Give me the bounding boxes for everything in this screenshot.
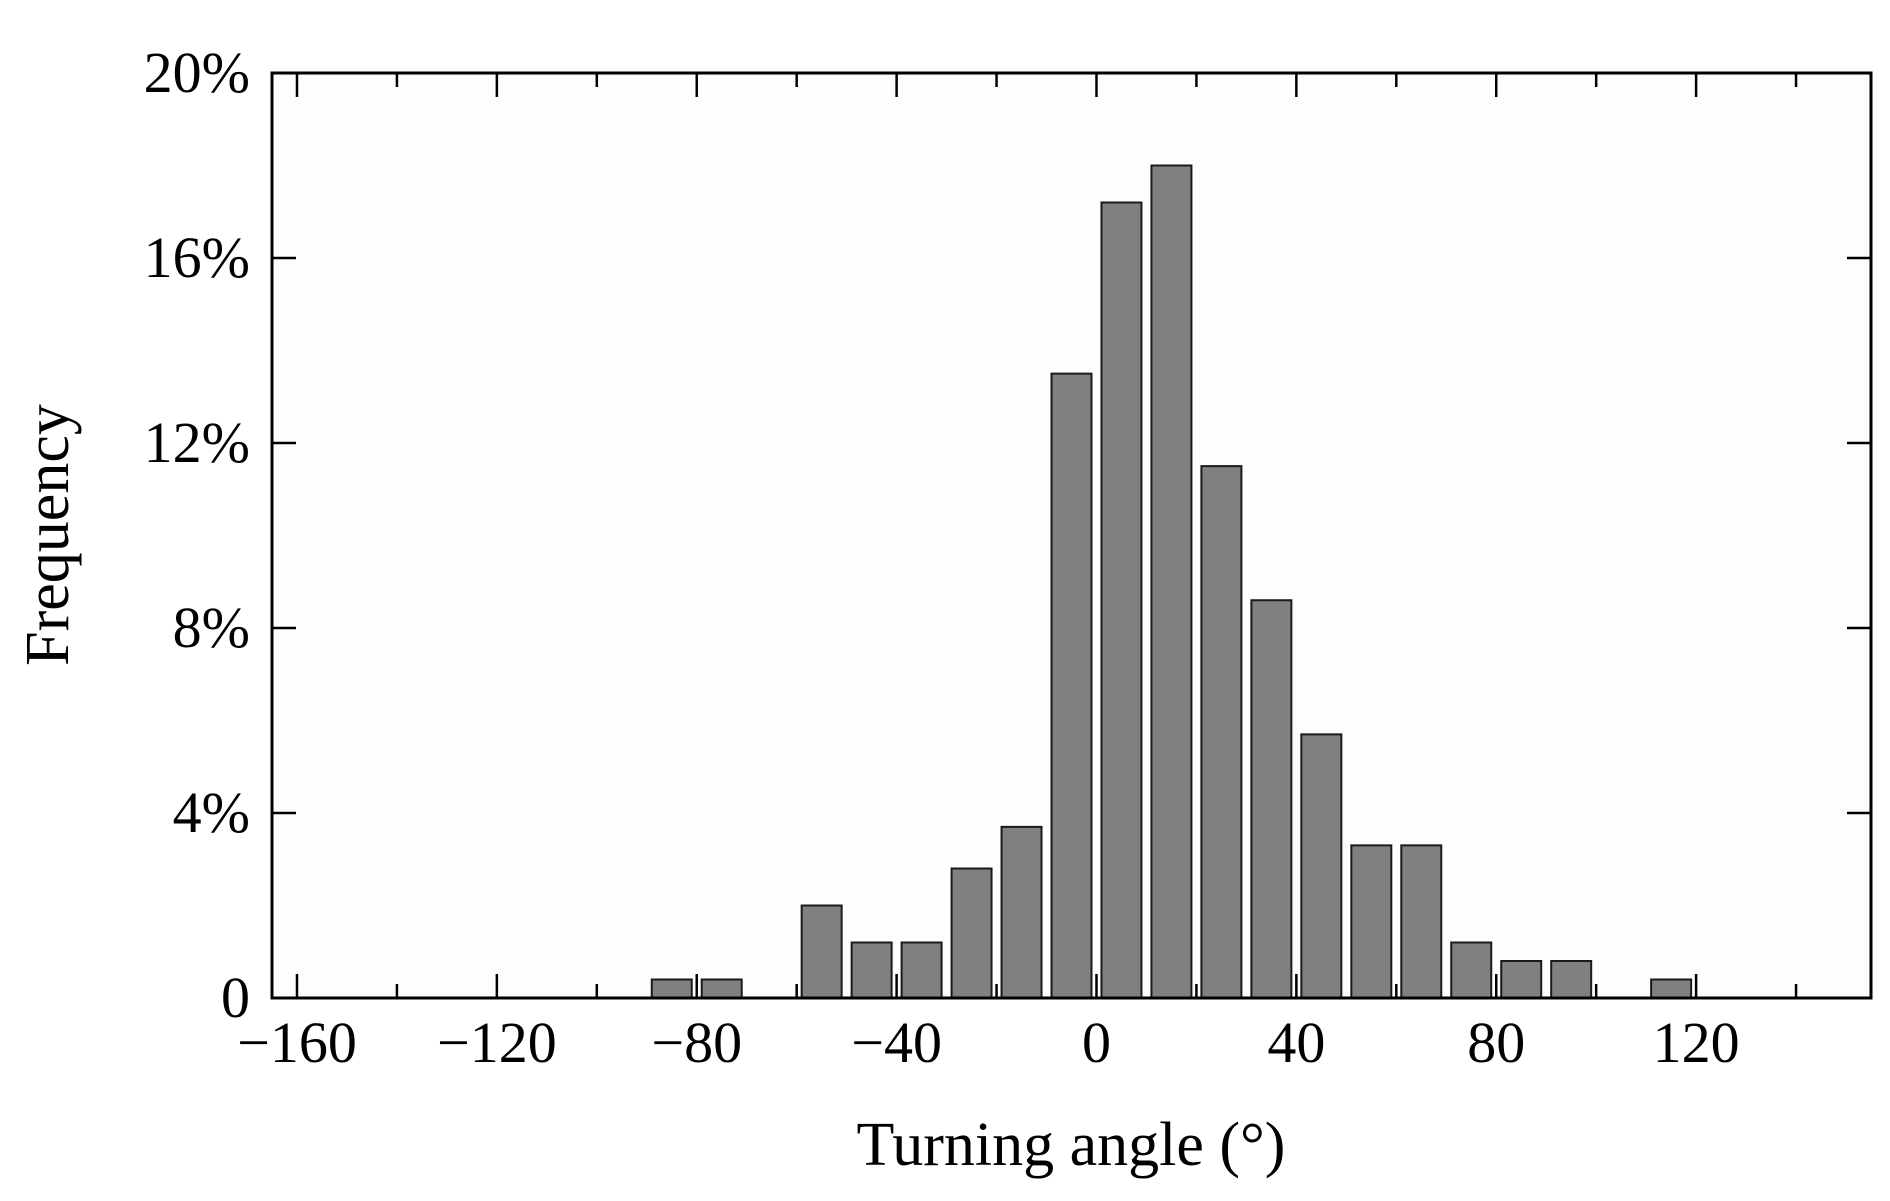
histogram-bar (1050, 372, 1093, 999)
histogram-bar (1300, 733, 1343, 999)
histogram-bar (850, 941, 893, 999)
histogram-bar (1150, 164, 1193, 999)
histogram-bar (1650, 978, 1693, 999)
y-tick-label: 12% (144, 410, 250, 475)
histogram-bar (1400, 844, 1443, 999)
histogram-bar (1500, 960, 1543, 999)
x-tick-label: −120 (437, 1010, 557, 1075)
histogram-bar (1550, 960, 1593, 999)
histogram-bar (1200, 465, 1243, 999)
histogram-bar (900, 941, 943, 999)
y-tick-label: 0 (221, 965, 250, 1030)
x-tick-label: 40 (1267, 1010, 1325, 1075)
histogram-bar (1000, 825, 1043, 999)
labels-layer: −160 −120 −80 −40 0 40 80 120 0 4% 8% 12% 16% 20% (144, 40, 1740, 1075)
histogram-bar (1100, 201, 1143, 999)
y-tick-label: 16% (144, 225, 250, 290)
y-axis-label: Frequency (14, 404, 82, 666)
bars-layer (650, 164, 1693, 999)
x-tick-label: 120 (1653, 1010, 1740, 1075)
x-tick-label: −40 (851, 1010, 942, 1075)
histogram-bar (800, 904, 843, 999)
y-tick-label: 4% (173, 780, 250, 845)
histogram-bar (1350, 844, 1393, 999)
x-axis-label: Turning angle (°) (857, 1111, 1286, 1179)
x-tick-label: −80 (651, 1010, 742, 1075)
histogram-bar (950, 867, 993, 999)
y-tick-label: 20% (144, 40, 250, 105)
x-tick-label: 80 (1467, 1010, 1525, 1075)
plot-frame (270, 71, 1873, 1000)
y-tick-label: 8% (173, 595, 250, 660)
histogram-bar (1450, 941, 1493, 999)
histogram-bar (700, 978, 743, 999)
histogram-bar (650, 978, 693, 999)
x-tick-label: 0 (1082, 1010, 1111, 1075)
histogram-bar (1250, 599, 1293, 999)
x-tick-label: −160 (237, 1010, 357, 1075)
